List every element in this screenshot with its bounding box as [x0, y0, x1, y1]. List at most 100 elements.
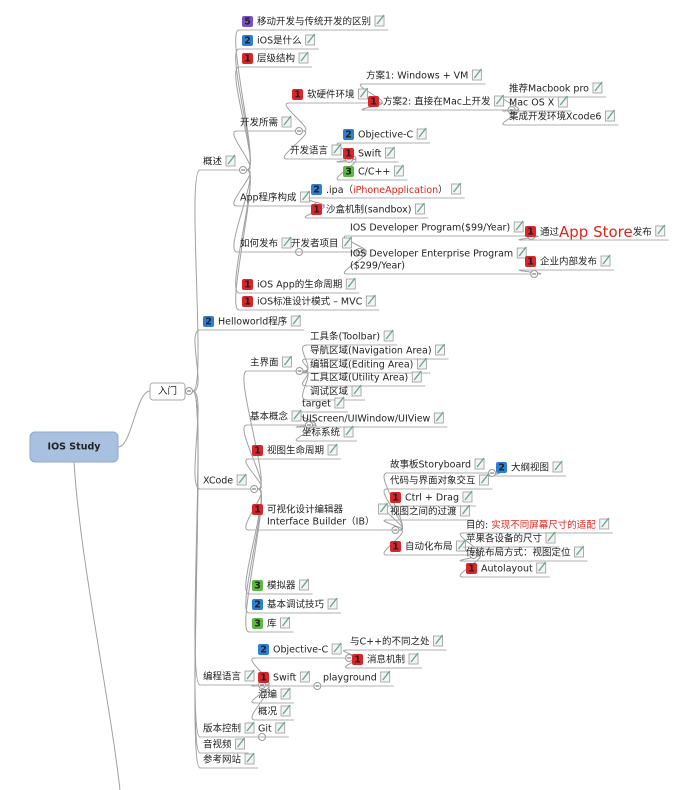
priority-badge [496, 462, 507, 473]
note-pencil [385, 329, 394, 340]
node-label: 如何发布 [240, 238, 278, 250]
note-pencil [575, 545, 585, 556]
priority-badge [252, 504, 263, 515]
priority-number: 1 [244, 54, 251, 65]
connector [302, 344, 309, 372]
connector [518, 269, 542, 275]
connector [235, 29, 251, 171]
decor-curve [73, 461, 121, 790]
node: 如何发布 [237, 236, 304, 256]
note-pencil [329, 443, 338, 454]
note-pencil [292, 314, 301, 325]
priority-badge [252, 580, 263, 591]
node: 主界面 [247, 355, 304, 375]
note-pencil [282, 704, 291, 715]
node-label: 层级结构 [257, 53, 295, 65]
priority-number: 3 [254, 581, 261, 592]
node-label: IOS Developer Program($99/Year) [350, 223, 510, 234]
connector [283, 130, 307, 160]
note-pencil [436, 343, 446, 354]
priority-number: 1 [527, 227, 534, 238]
node-label: 代码与界面对象交互 [390, 475, 476, 487]
node-label: 坐标系统 [302, 427, 341, 439]
connector [285, 102, 307, 132]
node-label: 方案2: 直接在Mac上开发 [383, 96, 491, 108]
priority-number: 1 [392, 493, 399, 504]
node-label-line: Interface Builder（IB） [267, 516, 374, 528]
priority-badge [242, 16, 253, 27]
connector [235, 169, 251, 311]
node: 2 Objective-C [340, 127, 431, 144]
node-label: 参考网站 [203, 754, 242, 766]
node-label: 苹果各设备的尺寸 [466, 533, 543, 545]
node: 概述 [200, 154, 248, 174]
node: XCode [200, 473, 259, 493]
note-pencil [347, 277, 356, 288]
node: 1 通过App Store发布 [522, 223, 669, 241]
priority-number: 3 [345, 167, 352, 178]
node-label: 主界面 [250, 357, 279, 369]
node-label: 传统布局方式：视图定位 [466, 547, 571, 559]
node-label: XCode [203, 476, 233, 487]
note-pencil [379, 502, 389, 513]
node: 代码与界面对象交互 [387, 473, 493, 490]
connector [502, 109, 519, 126]
note-pencil [435, 411, 444, 422]
node-label: 消息机制 [367, 654, 405, 666]
node-label: 视图生命周期 [267, 445, 324, 457]
node-label: 目的: 实现不同屏幕尺寸的适配 [466, 519, 596, 531]
note-pencil [386, 146, 395, 157]
node-label: 自动化布局 [405, 541, 453, 553]
note-pencil [246, 669, 255, 680]
node-label: 沙盒机制(sandbox) [326, 204, 411, 216]
priority-badge [525, 256, 536, 267]
node: IOS Developer Enterprise Program($299/Ye… [347, 246, 539, 278]
note-pencil [461, 504, 471, 515]
node: 2 iOS是什么 [239, 33, 319, 50]
note-pencil [515, 220, 524, 231]
connector [233, 130, 251, 171]
priority-badge [258, 672, 269, 683]
node: UIScreen/UIWindow/UIView [299, 411, 448, 428]
note-pencil [300, 51, 309, 62]
priority-badge [343, 148, 354, 159]
node: 1 Swift [340, 146, 399, 163]
node-label: Helloworld程序 [218, 316, 288, 328]
node: IOS Study [29, 431, 119, 463]
node: 开发语言 [287, 143, 354, 163]
node-label: Git [258, 724, 272, 735]
node-label: iOS App的生命周期 [257, 279, 342, 291]
node: 2 大纲视图 [493, 460, 567, 477]
nodes: IOS Study 入门 概述 5 移动开发与传统开发的区别 2 iOS是什么 1 层级结构开发… [29, 14, 669, 769]
connector [295, 424, 317, 442]
note-pencil [435, 634, 444, 645]
note-pencil [473, 68, 482, 79]
priority-number: 2 [244, 36, 251, 47]
node: 1 企业内部发布 [522, 254, 615, 271]
priority-number: 2 [345, 130, 352, 141]
note-pencil [453, 182, 462, 193]
node: 2 Helloworld程序 [200, 314, 305, 331]
node: 3 模拟器 [249, 578, 313, 595]
node-label: 库 [267, 618, 277, 630]
node-label: C/C++ [358, 167, 390, 178]
node: 版本控制 [200, 721, 267, 741]
note-pencil [236, 737, 246, 748]
node-label: 编程语言 [203, 671, 242, 683]
connector [343, 251, 367, 275]
label-part: 目的: [466, 519, 491, 531]
priority-badge [466, 563, 477, 574]
node-label: iOS标准设计模式 – MVC [257, 296, 363, 308]
note-pencil [382, 670, 391, 681]
node: target [299, 396, 348, 413]
label-part: iPhoneApplication [353, 185, 438, 196]
node: 开发所需 [237, 115, 304, 135]
note-pencil [457, 539, 467, 550]
note-pencil [246, 721, 255, 732]
note-pencil [416, 202, 425, 213]
branch-label: 入门 [158, 385, 177, 397]
note-pencil [329, 597, 338, 608]
node-label: 基本调试技巧 [267, 599, 325, 611]
note-pencil [238, 473, 247, 484]
